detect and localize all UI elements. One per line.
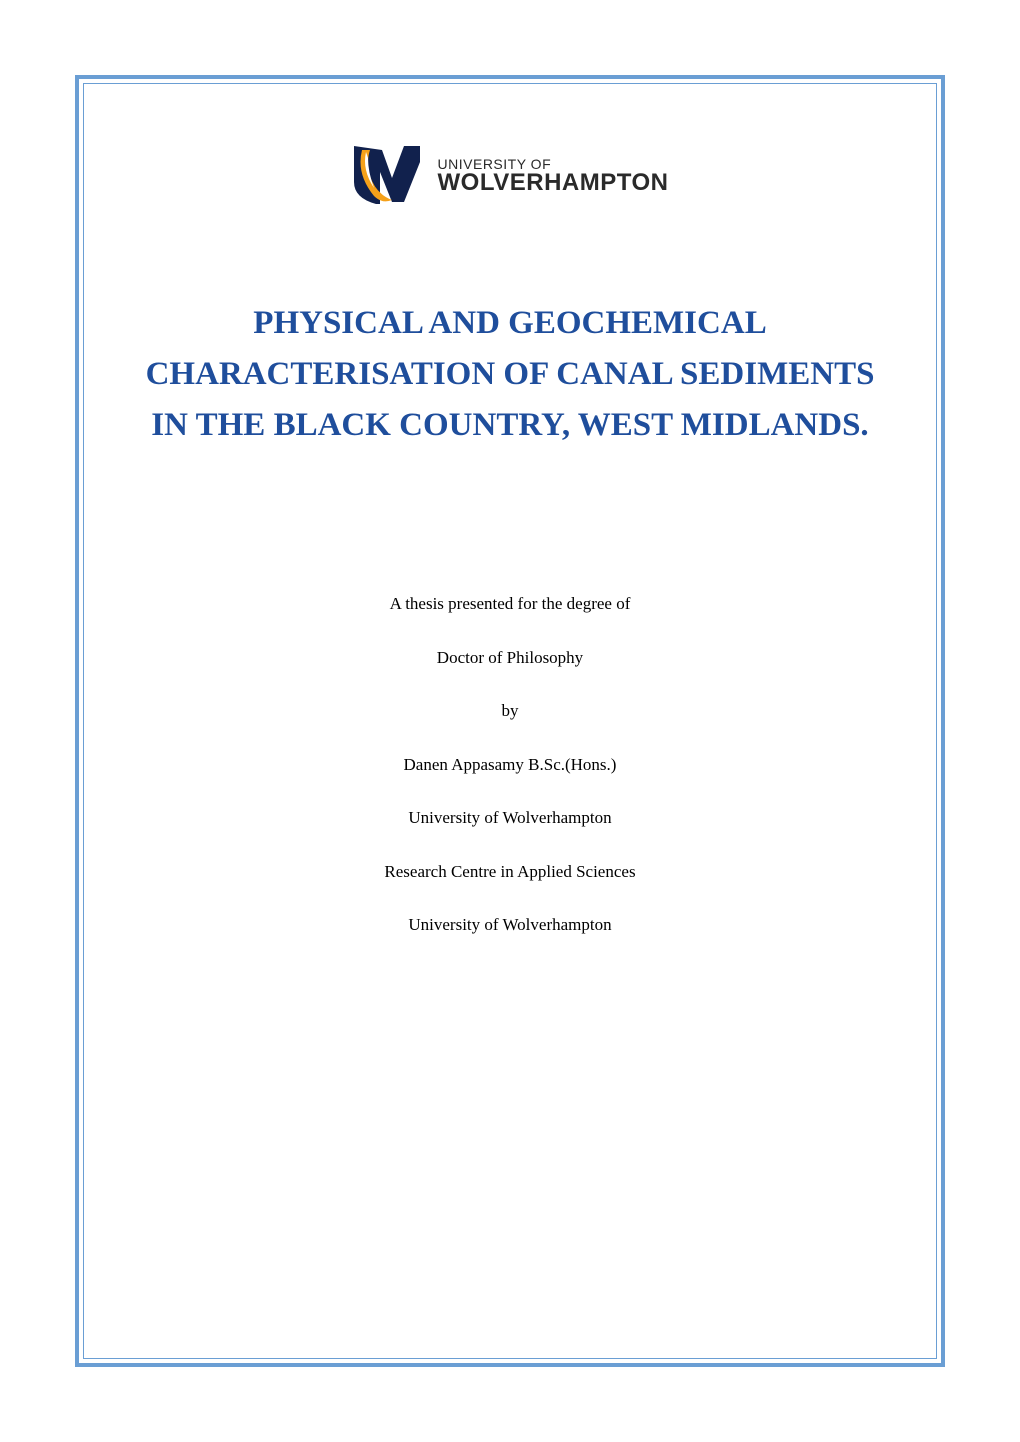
info-by: by: [384, 698, 635, 724]
info-university-1: University of Wolverhampton: [384, 805, 635, 831]
thesis-title: PHYSICAL AND GEOCHEMICAL CHARACTERISATIO…: [146, 298, 875, 451]
logo-line2: WOLVERHAMPTON: [438, 171, 669, 195]
info-degree: Doctor of Philosophy: [384, 645, 635, 671]
university-logo: UNIVERSITY OF WOLVERHAMPTON: [352, 144, 669, 208]
info-research-centre: Research Centre in Applied Sciences: [384, 859, 635, 885]
inner-border: UNIVERSITY OF WOLVERHAMPTON PHYSICAL AND…: [83, 83, 937, 1359]
outer-border: UNIVERSITY OF WOLVERHAMPTON PHYSICAL AND…: [75, 75, 945, 1367]
thesis-info: A thesis presented for the degree of Doc…: [384, 591, 635, 966]
logo-mark-icon: [352, 144, 424, 208]
info-university-2: University of Wolverhampton: [384, 912, 635, 938]
info-degree-intro: A thesis presented for the degree of: [384, 591, 635, 617]
logo-text: UNIVERSITY OF WOLVERHAMPTON: [438, 157, 669, 195]
title-line-2: CHARACTERISATION OF CANAL SEDIMENTS: [146, 349, 875, 400]
info-author: Danen Appasamy B.Sc.(Hons.): [384, 752, 635, 778]
title-line-1: PHYSICAL AND GEOCHEMICAL: [146, 298, 875, 349]
title-line-3: IN THE BLACK COUNTRY, WEST MIDLANDS.: [146, 400, 875, 451]
